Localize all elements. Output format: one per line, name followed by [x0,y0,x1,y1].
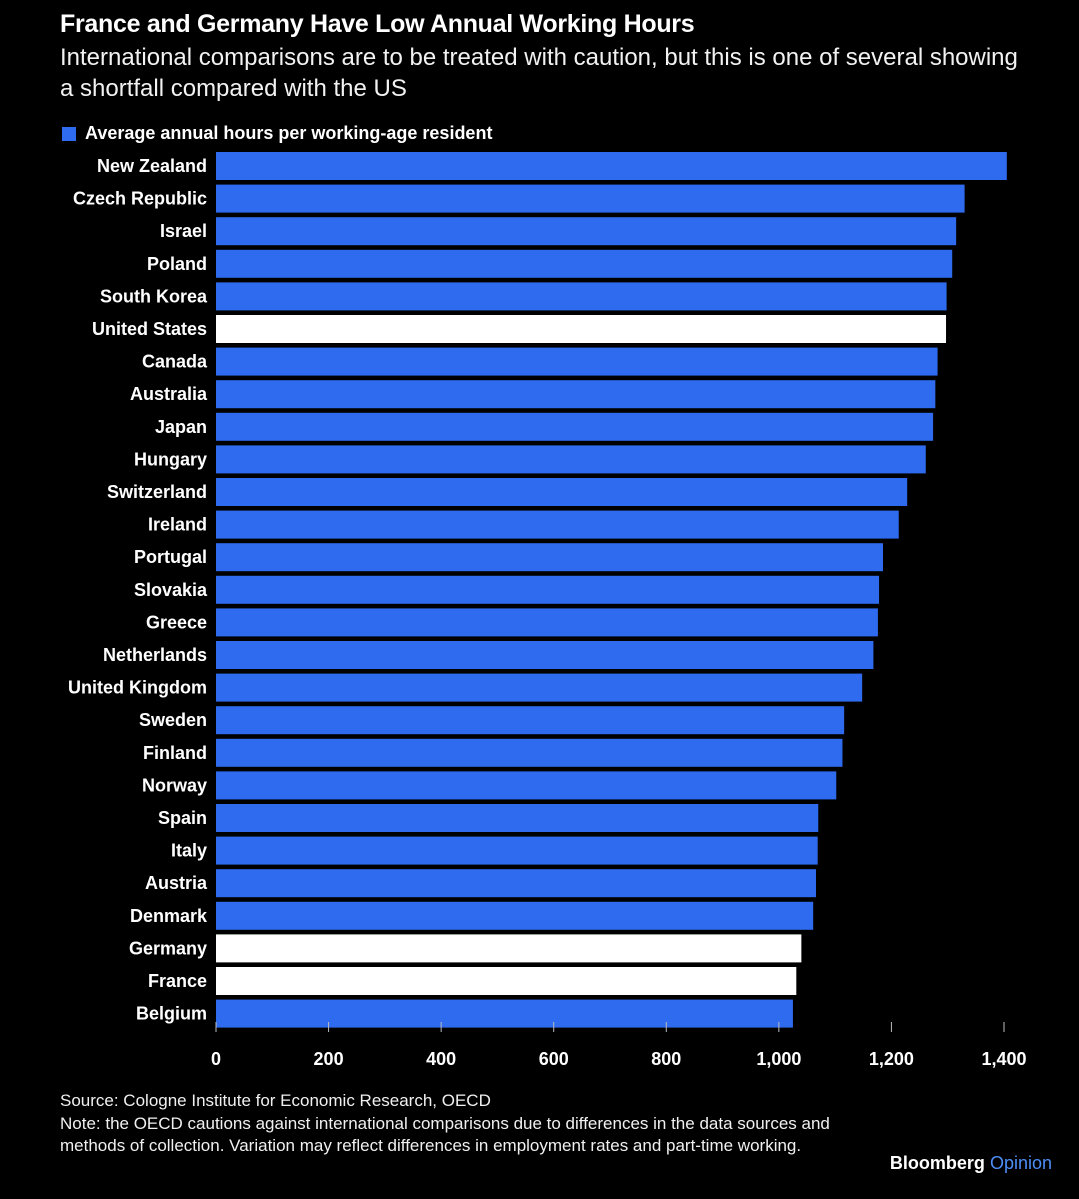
bar-israel [216,217,957,246]
bar-finland [216,738,843,767]
category-label-belgium: Belgium [136,1004,207,1024]
category-label-france: France [148,971,207,991]
x-tick-label: 400 [426,1049,456,1069]
category-label-austria: Austria [145,873,208,893]
legend-label: Average annual hours per working-age res… [85,123,493,143]
bar-germany [216,934,802,963]
bar-canada [216,347,938,376]
bar-italy [216,836,818,865]
category-label-finland: Finland [143,743,207,763]
category-label-south-korea: South Korea [100,286,208,306]
category-label-denmark: Denmark [130,906,208,926]
bar-france [216,967,797,995]
x-tick-label: 1,200 [869,1049,914,1069]
bar-united-kingdom [216,673,863,702]
bar-new-zealand [216,152,1007,180]
category-label-netherlands: Netherlands [103,645,207,665]
legend-swatch [62,126,76,141]
x-tick-label: 600 [539,1049,569,1069]
category-label-australia: Australia [130,384,208,404]
brand-logo: Bloomberg Opinion [890,1153,1052,1174]
bar-australia [216,380,936,409]
category-label-poland: Poland [147,254,207,274]
brand-sub: Opinion [989,1153,1052,1173]
category-label-germany: Germany [129,938,207,958]
bar-norway [216,771,837,800]
bar-portugal [216,543,883,572]
bar-poland [216,249,953,278]
category-label-ireland: Ireland [148,515,207,535]
bar-switzerland [216,478,908,506]
category-label-norway: Norway [142,775,207,795]
category-label-spain: Spain [158,808,207,828]
bar-greece [216,608,878,637]
bar-united-states [216,315,947,343]
bar-czech-republic [216,184,965,213]
chart-subtitle: International comparisons are to be trea… [60,44,1018,102]
x-tick-label: 0 [211,1049,221,1069]
bar-slovakia [216,575,880,604]
x-tick-label: 1,000 [756,1049,801,1069]
bar-sweden [216,706,845,735]
category-label-japan: Japan [155,417,207,437]
category-label-new-zealand: New Zealand [97,156,207,176]
category-label-canada: Canada [142,352,208,372]
bar-austria [216,869,817,898]
x-tick-label: 1,400 [981,1049,1026,1069]
footer-notes: Source: Cologne Institute for Economic R… [60,1090,880,1158]
brand-name: Bloomberg [889,1153,985,1173]
bar-chart: New Zealand Czech Republic Israel Poland Sou… [68,152,1027,1069]
bar-japan [216,412,934,441]
category-label-greece: Greece [146,612,207,632]
bar-belgium [216,999,793,1028]
category-label-sweden: Sweden [139,710,207,730]
legend: Average annual hours per working-age res… [62,123,492,144]
note-text: Note: the OECD cautions against internat… [60,1113,830,1156]
category-label-czech-republic: Czech Republic [73,189,207,209]
category-label-portugal: Portugal [134,547,207,567]
category-label-switzerland: Switzerland [107,482,207,502]
category-label-slovakia: Slovakia [134,580,208,600]
category-label-united-kingdom: United Kingdom [68,678,207,698]
bar-south-korea [216,282,947,311]
bar-denmark [216,901,814,930]
bar-ireland [216,510,899,539]
bar-spain [216,804,819,832]
category-label-united-states: United States [92,319,207,339]
source-text: Source: Cologne Institute for Economic R… [60,1091,491,1110]
category-label-italy: Italy [171,841,207,861]
x-tick-label: 200 [314,1049,344,1069]
category-label-hungary: Hungary [134,449,207,469]
bar-netherlands [216,641,874,669]
chart-title: France and Germany Have Low Annual Worki… [60,10,695,38]
x-tick-label: 800 [651,1049,681,1069]
bar-hungary [216,445,926,474]
category-label-israel: Israel [160,221,207,241]
